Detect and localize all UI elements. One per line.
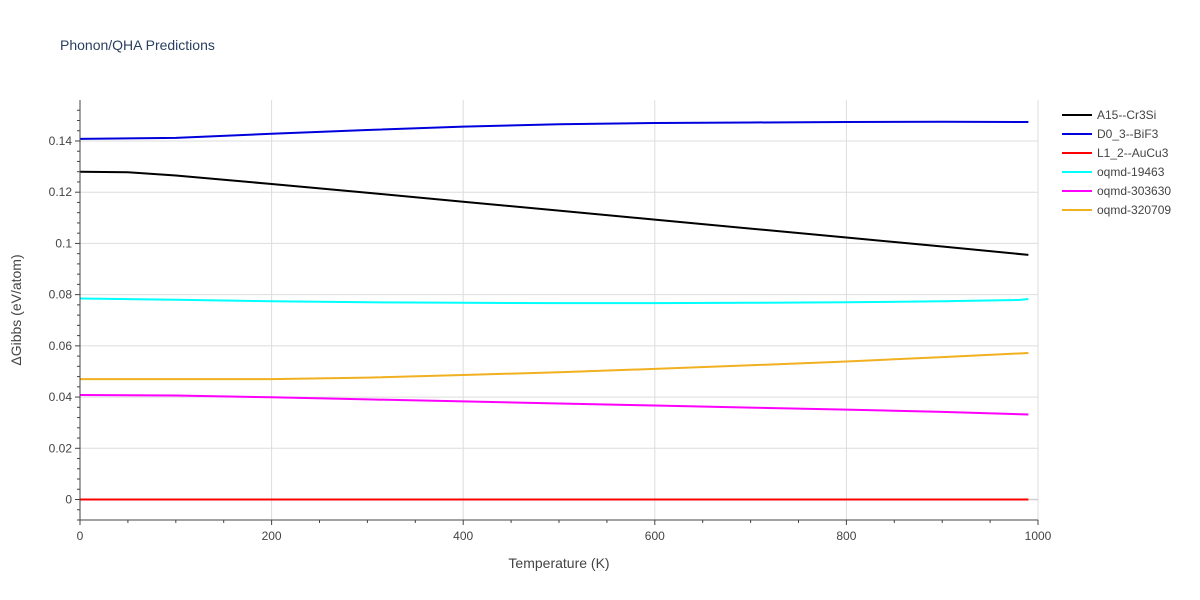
legend-label-oqmd-19463: oqmd-19463 [1097,165,1165,179]
x-axis-title: Temperature (K) [508,555,609,571]
y-tick-label-0.04: 0.04 [49,390,73,404]
x-ticks: 0 200 400 600 800 1000 [77,529,1052,543]
legend-label-oqmd-303630: oqmd-303630 [1097,184,1171,198]
y-tick-label-0.1: 0.1 [55,236,72,250]
legend-label-oqmd-320709: oqmd-320709 [1097,203,1171,217]
axes [75,100,1039,525]
grid [80,100,1039,520]
x-tick-label-800: 800 [836,529,856,543]
series-line-D0_3--BiF3 [79,120,1029,140]
legend-label-L1_2--AuCu3: L1_2--AuCu3 [1097,146,1169,160]
series-line-oqmd-19463 [79,297,1029,305]
x-tick-label-600: 600 [645,529,665,543]
y-ticks: 0 0.02 0.04 0.06 0.08 0.1 0.12 0.14 [49,134,73,507]
series-line-oqmd-303630 [79,394,1029,416]
y-axis-title: ΔGibbs (eV/atom) [8,254,24,365]
y-tick-label-0.08: 0.08 [49,288,73,302]
legend-label-D0_3--BiF3: D0_3--BiF3 [1097,127,1159,141]
x-tick-label-0: 0 [77,529,84,543]
legend: A15--Cr3Si D0_3--BiF3 L1_2--AuCu3 oqmd-1946… [1062,108,1171,217]
series-line-A15--Cr3Si [79,170,1029,256]
y-tick-label-0.12: 0.12 [49,185,73,199]
legend-label-A15--Cr3Si: A15--Cr3Si [1097,108,1156,122]
series-group [79,120,1029,501]
chart-title: Phonon/QHA Predictions [60,37,215,53]
x-tick-label-200: 200 [262,529,282,543]
y-tick-label-0.14: 0.14 [49,134,73,148]
y-tick-label-0.02: 0.02 [49,441,73,455]
x-tick-label-1000: 1000 [1025,529,1052,543]
y-tick-label-0.06: 0.06 [49,339,73,353]
x-tick-label-400: 400 [453,529,473,543]
y-tick-label-0: 0 [65,493,72,507]
series-line-oqmd-320709 [80,352,1029,381]
